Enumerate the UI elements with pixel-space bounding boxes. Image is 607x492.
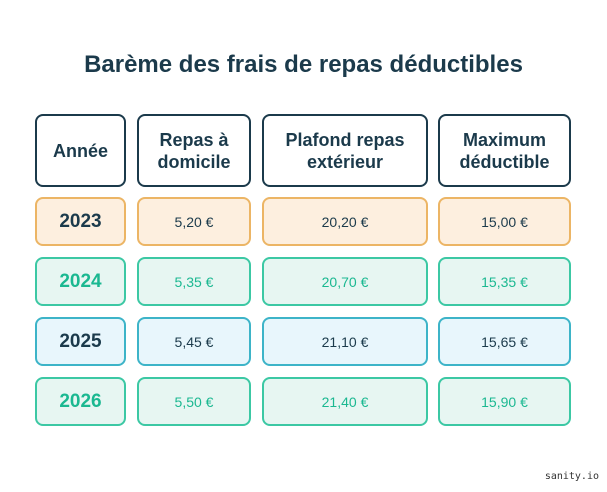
watermark: sanity.io [544,471,599,482]
header-home-meal: Repas à domicile [137,114,251,187]
row-2026-outside: 21,40 € [262,377,428,426]
row-2025-home: 5,45 € [137,317,251,366]
page-title: Barème des frais de repas déductibles [84,51,523,78]
row-2023-year: 2023 [35,197,126,246]
row-2026-home: 5,50 € [137,377,251,426]
header-outside-meal-cap: Plafond repas extérieur [262,114,428,187]
row-2024-max: 15,35 € [438,257,571,306]
row-2023-home: 5,20 € [137,197,251,246]
row-2024-year: 2024 [35,257,126,306]
row-2026-year: 2026 [35,377,126,426]
row-2024-home: 5,35 € [137,257,251,306]
header-year: Année [35,114,126,187]
row-2024-outside: 20,70 € [262,257,428,306]
row-2025-outside: 21,10 € [262,317,428,366]
row-2025-year: 2025 [35,317,126,366]
header-max-deductible: Maximum déductible [438,114,571,187]
row-2025-max: 15,65 € [438,317,571,366]
row-2023-max: 15,00 € [438,197,571,246]
row-2023-outside: 20,20 € [262,197,428,246]
row-2026-max: 15,90 € [438,377,571,426]
